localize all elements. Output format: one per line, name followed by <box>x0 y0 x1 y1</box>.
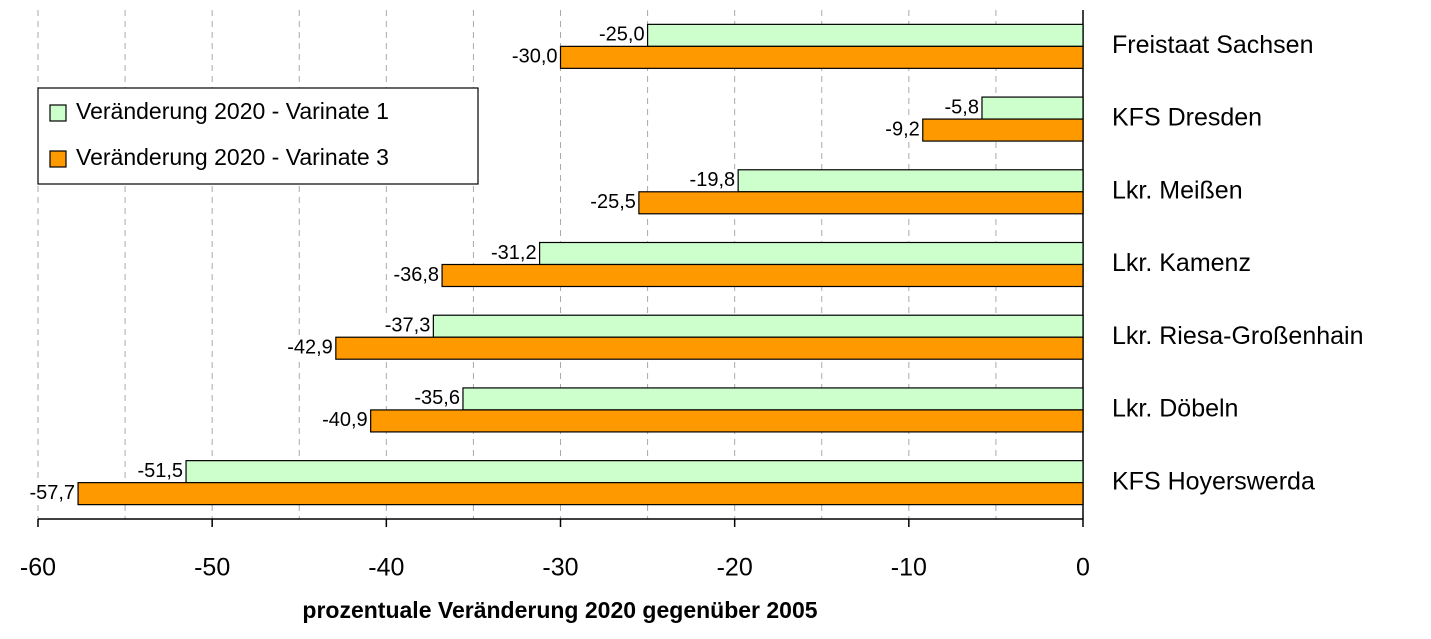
data-label-bg <box>136 459 185 482</box>
data-label-bg <box>286 336 334 359</box>
data-label: -51,5 <box>137 460 183 482</box>
bar <box>922 118 1084 142</box>
data-label: -5,8 <box>945 96 979 118</box>
data-label-bg <box>688 169 737 192</box>
data-label-bg <box>383 314 432 337</box>
category-label: Lkr. Kamenz <box>1112 249 1251 277</box>
bar <box>737 169 1084 193</box>
data-label-bg <box>884 118 921 141</box>
data-label: -57,7 <box>29 482 75 504</box>
category-label: KFS Dresden <box>1112 104 1262 132</box>
data-label-bg <box>597 23 646 46</box>
x-tick-label: -10 <box>891 554 927 582</box>
data-label: -25,5 <box>590 191 636 213</box>
data-label-bg <box>510 45 559 68</box>
bar <box>981 96 1084 120</box>
x-tick-label: -60 <box>20 554 56 582</box>
legend-label: Veränderung 2020 - Varinate 1 <box>76 98 389 124</box>
data-label-bg <box>392 263 441 286</box>
bar <box>185 460 1084 484</box>
bar <box>370 409 1084 433</box>
data-label: -19,8 <box>690 169 736 191</box>
data-label-bg <box>589 191 637 214</box>
data-label-bg <box>490 241 538 264</box>
legend-label: Veränderung 2020 - Varinate 3 <box>76 144 389 170</box>
bar <box>638 191 1084 215</box>
data-label-bg <box>28 481 77 504</box>
x-tick-label: -50 <box>194 554 230 582</box>
bar <box>538 241 1084 266</box>
category-label: Freistaat Sachsen <box>1112 31 1314 59</box>
category-label: Lkr. Döbeln <box>1112 395 1238 423</box>
data-label: -30,0 <box>512 46 558 68</box>
category-label: Lkr. Meißen <box>1112 176 1243 204</box>
data-label: -37,3 <box>385 314 431 336</box>
bar <box>77 482 1084 506</box>
bar <box>432 314 1084 338</box>
legend-box <box>37 87 479 185</box>
bar <box>335 336 1084 360</box>
bar <box>646 23 1084 47</box>
bar <box>559 45 1084 69</box>
data-label: -9,2 <box>885 118 919 140</box>
x-axis-title: prozentuale Veränderung 2020 gegenüber 2… <box>302 597 817 623</box>
data-label: -40,9 <box>322 409 368 431</box>
x-tick-label: -30 <box>542 554 578 582</box>
category-label: KFS Hoyerswerda <box>1112 467 1315 495</box>
x-tick-label: -40 <box>368 554 404 582</box>
category-label: Lkr. Riesa-Großenhain <box>1112 322 1364 350</box>
data-label: -25,0 <box>599 24 645 46</box>
x-tick-label: 0 <box>1076 554 1090 582</box>
legend-swatch <box>49 150 67 168</box>
data-label-bg <box>413 387 461 410</box>
legend-swatch <box>49 104 67 122</box>
x-tick-label: -20 <box>717 554 753 582</box>
data-label-bg <box>943 96 980 119</box>
data-label: -31,2 <box>491 242 537 264</box>
data-label-bg <box>321 409 369 432</box>
data-label: -35,6 <box>414 387 460 409</box>
bar <box>462 387 1084 411</box>
bar <box>441 263 1084 288</box>
data-label: -42,9 <box>287 336 333 358</box>
data-label: -36,8 <box>393 264 439 286</box>
